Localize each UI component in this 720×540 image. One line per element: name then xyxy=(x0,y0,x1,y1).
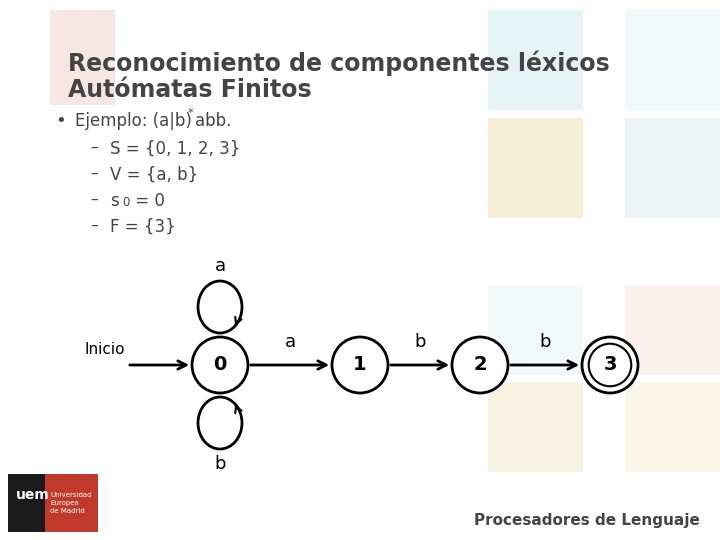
Text: abb.: abb. xyxy=(195,112,231,130)
Text: *: * xyxy=(188,108,194,118)
Text: Europea: Europea xyxy=(50,500,78,506)
Text: de Madrid: de Madrid xyxy=(50,508,85,514)
Text: b: b xyxy=(414,333,426,351)
Circle shape xyxy=(582,337,638,393)
Bar xyxy=(625,285,720,375)
Bar xyxy=(50,10,115,105)
Text: 1: 1 xyxy=(354,355,366,375)
Bar xyxy=(488,118,583,218)
Text: –: – xyxy=(90,140,98,155)
Text: V = {a, b}: V = {a, b} xyxy=(110,166,198,184)
Bar xyxy=(488,285,583,375)
Bar xyxy=(625,118,720,218)
Text: 0: 0 xyxy=(213,355,227,375)
Circle shape xyxy=(192,337,248,393)
Text: Ejemplo: (a|b): Ejemplo: (a|b) xyxy=(75,112,192,130)
Bar xyxy=(625,382,720,472)
Bar xyxy=(488,382,583,472)
Bar xyxy=(625,10,720,110)
Text: 3: 3 xyxy=(603,355,617,375)
Text: S = {0, 1, 2, 3}: S = {0, 1, 2, 3} xyxy=(110,140,240,158)
Text: a: a xyxy=(215,257,225,275)
Text: b: b xyxy=(539,333,551,351)
Text: Autómatas Finitos: Autómatas Finitos xyxy=(68,78,312,102)
Text: b: b xyxy=(215,455,226,473)
Circle shape xyxy=(452,337,508,393)
Text: uem: uem xyxy=(16,488,50,502)
Text: –: – xyxy=(90,192,98,207)
Text: s: s xyxy=(110,192,119,210)
Bar xyxy=(45,474,98,532)
Text: 2: 2 xyxy=(473,355,487,375)
Bar xyxy=(488,10,583,110)
Text: Universidad: Universidad xyxy=(50,492,91,498)
Text: Reconocimiento de componentes léxicos: Reconocimiento de componentes léxicos xyxy=(68,50,610,76)
Text: Inicio: Inicio xyxy=(84,342,125,357)
Text: a: a xyxy=(284,333,296,351)
Text: •: • xyxy=(55,112,66,130)
Text: F = {3}: F = {3} xyxy=(110,218,176,236)
Text: = 0: = 0 xyxy=(130,192,165,210)
Text: Procesadores de Lenguaje: Procesadores de Lenguaje xyxy=(474,513,700,528)
Bar xyxy=(8,474,98,532)
Text: –: – xyxy=(90,218,98,233)
Circle shape xyxy=(332,337,388,393)
Text: –: – xyxy=(90,166,98,181)
Text: 0: 0 xyxy=(122,196,130,209)
